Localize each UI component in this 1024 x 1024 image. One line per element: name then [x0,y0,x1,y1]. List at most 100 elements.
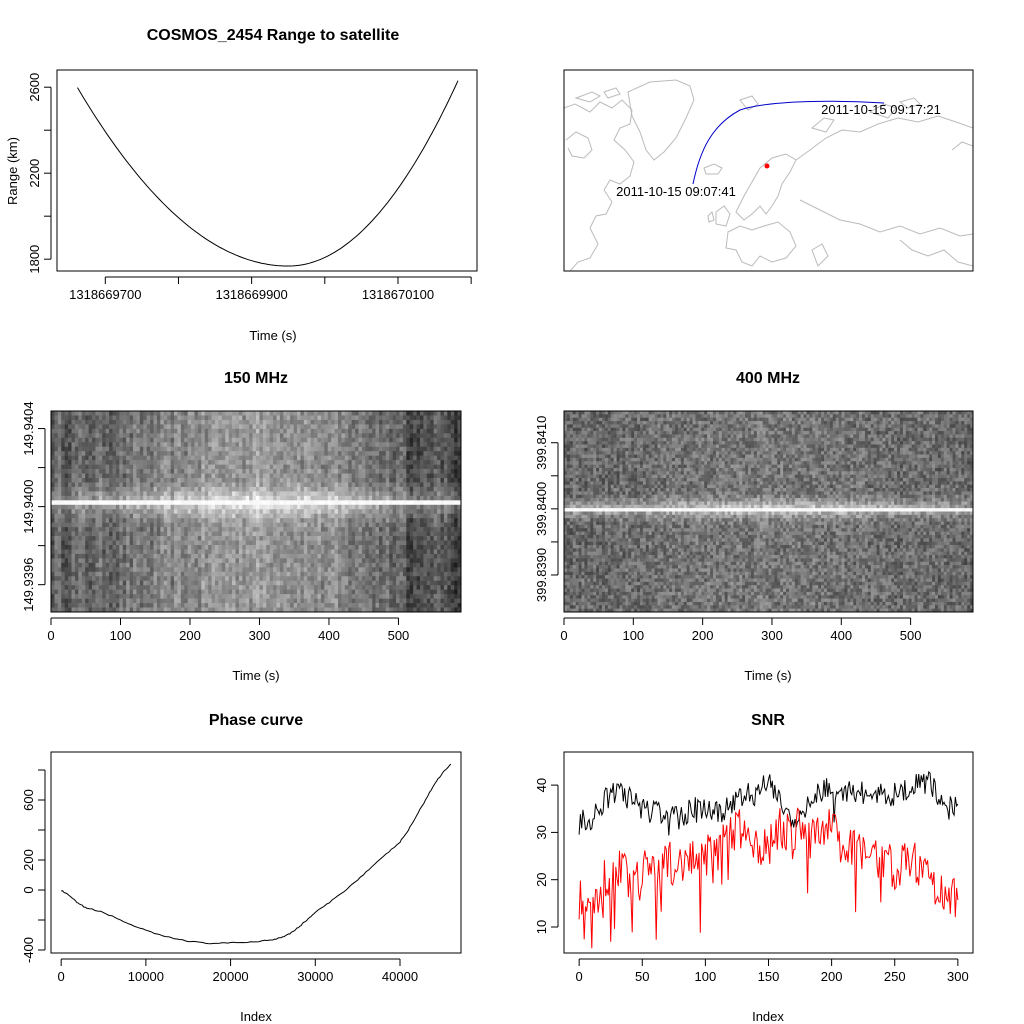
heatmap-cell [204,442,209,448]
heatmap-cell [102,482,106,488]
heatmap-cell [266,491,270,497]
heatmap-cell [102,567,106,573]
heatmap-cell [105,509,110,515]
heatmap-cell [406,460,411,465]
heatmap-cell [194,562,199,568]
heatmap-cell [139,455,144,461]
heatmap-cell [92,478,96,483]
heatmap-cell [368,571,373,577]
heatmap-cell [221,513,226,519]
heatmap-cell [368,536,373,541]
heatmap-cell [259,580,264,586]
heatmap-cell [454,531,458,537]
heatmap-cell [197,545,202,550]
heatmap-cell [98,545,103,550]
heatmap-cell [437,509,441,515]
heatmap-cell [385,446,390,452]
heatmap-cell [252,558,257,564]
heatmap-cell [399,482,404,488]
heatmap-cell [191,518,195,523]
heatmap-cell [57,495,62,501]
heatmap-cell [276,411,281,416]
heatmap-cell [95,527,100,532]
heatmap-cell [423,513,428,519]
heatmap-cell [139,478,144,483]
heatmap-cell [413,571,417,577]
heatmap-cell [269,478,274,483]
heatmap-cell [98,437,103,443]
heatmap-cell [211,455,216,461]
heatmap-cell [170,585,175,590]
heatmap-cell [389,571,393,577]
heatmap-cell [136,437,141,443]
heatmap-cell [402,500,407,506]
heatmap-cell [252,424,257,430]
heatmap-cell [51,553,55,559]
heatmap-cell [177,455,182,461]
heatmap-cell [314,495,318,501]
heatmap-cell [238,411,243,416]
heatmap-cell [215,451,219,456]
heatmap-cell [433,522,438,528]
heatmap-cell [372,500,376,506]
heatmap-cell [57,478,62,483]
heatmap-cell [109,411,113,416]
heatmap-cell [126,509,130,515]
heatmap-cell [136,536,141,541]
heatmap-cell [327,567,332,573]
heatmap-cell [324,464,329,470]
heatmap-cell [293,433,298,439]
heatmap-cell [249,576,253,582]
heatmap-cell [279,442,284,448]
heatmap-cell [385,509,390,515]
heatmap-cell [57,580,62,586]
heatmap-cell [167,509,171,515]
heatmap-cell [160,473,165,479]
heatmap-cell [129,473,134,479]
heatmap-cell [57,451,62,456]
heatmap-cell [331,585,335,590]
heatmap-cell [105,571,110,577]
heatmap-cell [303,415,308,421]
heatmap-cell [136,478,141,483]
heatmap-cell [375,571,380,577]
heatmap-cell [423,478,428,483]
heatmap-cell [406,428,411,434]
heatmap-cell [276,437,281,443]
heatmap-cell [51,428,55,434]
heatmap-cell [426,419,431,425]
heatmap-cell [259,504,264,510]
heatmap-cell [365,536,370,541]
heatmap-cell [310,585,315,590]
heatmap-cell [344,540,349,546]
heatmap-cell [279,571,284,577]
heatmap-cell [61,585,65,590]
heatmap-cell [457,576,461,582]
heatmap-cell [413,558,417,564]
heatmap-cell [235,478,240,483]
heatmap-cell [218,527,223,532]
heatmap-cell [433,495,438,501]
heatmap-cell [249,558,253,564]
heatmap-cell [409,455,414,461]
heatmap-cell [57,513,62,519]
heatmap-cell [191,545,195,550]
heatmap-cell [180,491,185,497]
heatmap-cell [331,562,335,568]
heatmap-cell [160,571,165,577]
heatmap-cell [443,451,448,456]
heatmap-cell [314,580,318,586]
heatmap-cell [232,464,236,470]
heatmap-cell [238,433,243,439]
heatmap-cell [269,455,274,461]
heatmap-cell [95,433,100,439]
heatmap-cell [273,531,277,537]
heatmap-cell [358,455,363,461]
heatmap-cell [208,536,212,541]
heatmap-cell [279,553,284,559]
heatmap-cell [334,549,339,555]
heatmap-cell [375,504,380,510]
heatmap-cell [430,567,434,573]
heatmap-cell [242,437,247,443]
heatmap-cell [208,531,212,537]
